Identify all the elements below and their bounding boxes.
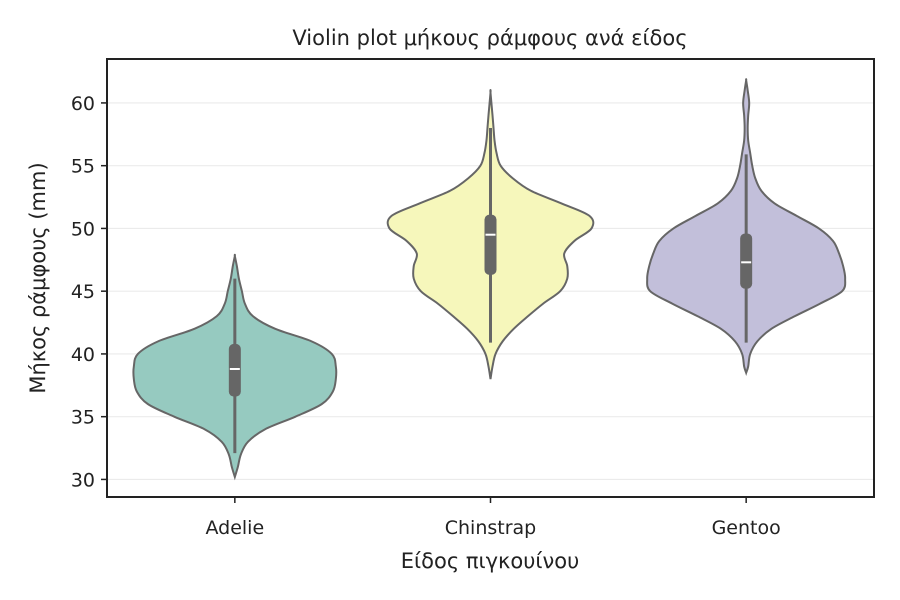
chart-title: Violin plot μήκους ράμφους ανά είδος (292, 26, 687, 50)
iqr-box-chinstrap (484, 214, 497, 275)
y-tick-label: 55 (71, 156, 95, 178)
y-axis: 30 35 40 45 50 55 60 (71, 93, 107, 491)
x-tick-label: Gentoo (712, 517, 781, 539)
violin-layer (132, 78, 847, 481)
y-axis-label: Μήκος ράμφους (mm) (26, 162, 50, 393)
x-tick-label: Adelie (205, 517, 264, 539)
x-tick-label: Chinstrap (445, 517, 537, 539)
y-tick-label: 60 (71, 93, 95, 115)
y-tick-label: 30 (71, 469, 95, 491)
x-axis: Adelie Chinstrap Gentoo (205, 497, 781, 539)
x-axis-label: Είδος πιγκουίνου (401, 549, 579, 573)
y-tick-label: 40 (71, 344, 95, 366)
iqr-box-gentoo (740, 233, 753, 289)
y-tick-label: 45 (71, 281, 95, 303)
y-tick-label: 35 (71, 407, 95, 429)
iqr-box-adelie (228, 343, 241, 397)
y-tick-label: 50 (71, 218, 95, 240)
